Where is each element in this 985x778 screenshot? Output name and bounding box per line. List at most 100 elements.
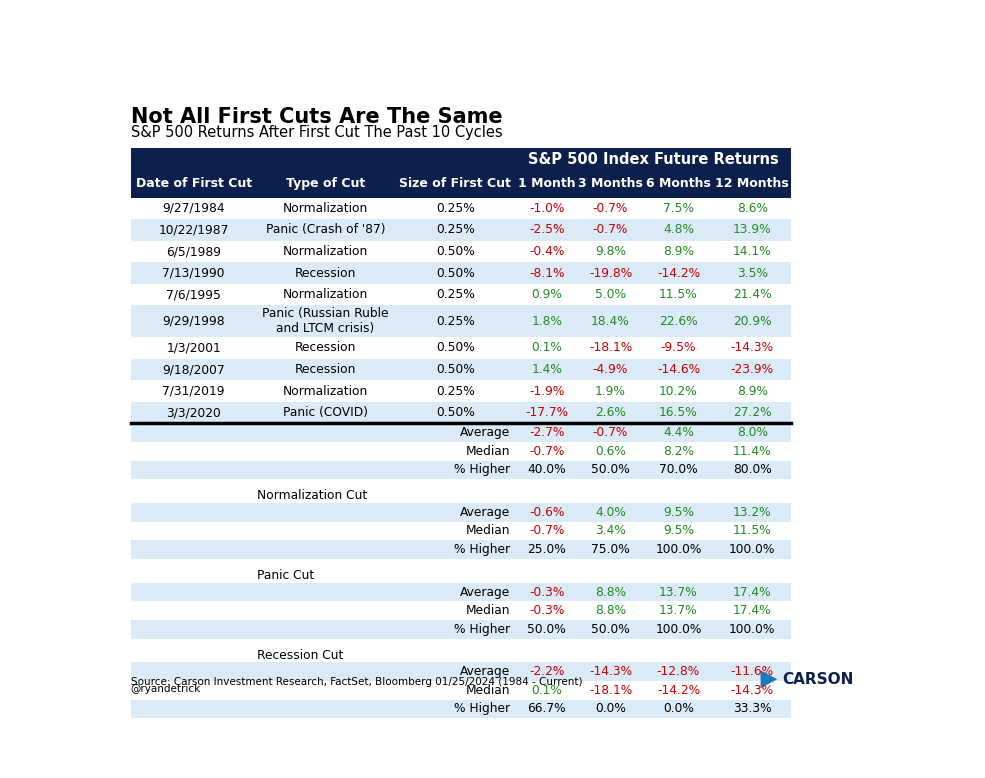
Text: 2.6%: 2.6% (595, 406, 626, 419)
Text: -11.6%: -11.6% (731, 665, 773, 678)
Bar (131, 284, 791, 306)
Text: S&P 500 Returns After First Cut The Past 10 Cycles: S&P 500 Returns After First Cut The Past… (131, 124, 502, 139)
Text: -2.5%: -2.5% (529, 223, 564, 237)
Text: -1.0%: -1.0% (529, 202, 564, 215)
Text: -0.7%: -0.7% (593, 426, 628, 440)
Text: 100.0%: 100.0% (729, 622, 775, 636)
Text: 100.0%: 100.0% (655, 622, 701, 636)
Text: -14.2%: -14.2% (657, 267, 700, 279)
Text: 0.1%: 0.1% (531, 684, 562, 697)
Text: 21.4%: 21.4% (733, 288, 771, 301)
Text: 13.9%: 13.9% (733, 223, 771, 237)
Text: % Higher: % Higher (454, 543, 510, 556)
Text: 9/29/1998: 9/29/1998 (163, 315, 225, 328)
Text: 9.5%: 9.5% (663, 506, 694, 519)
Text: 0.50%: 0.50% (435, 406, 475, 419)
Text: 8.8%: 8.8% (595, 605, 626, 617)
Text: Panic (Russian Ruble
and LTCM crisis): Panic (Russian Ruble and LTCM crisis) (262, 307, 389, 335)
Text: 4.0%: 4.0% (595, 506, 626, 519)
Text: -0.4%: -0.4% (529, 245, 564, 258)
Bar (131, 681, 791, 699)
Bar (131, 306, 791, 337)
Text: -0.7%: -0.7% (593, 223, 628, 237)
Text: 33.3%: 33.3% (733, 703, 771, 716)
Text: 4.4%: 4.4% (663, 426, 693, 440)
Text: 9.5%: 9.5% (663, 524, 694, 538)
Text: CARSON: CARSON (782, 671, 853, 687)
Text: -9.5%: -9.5% (661, 342, 696, 355)
Text: 50.0%: 50.0% (527, 622, 566, 636)
Bar (131, 583, 791, 601)
Text: Median: Median (466, 445, 510, 457)
Text: Median: Median (466, 524, 510, 538)
Text: 17.4%: 17.4% (733, 586, 771, 598)
Text: 0.25%: 0.25% (435, 384, 475, 398)
Bar (131, 601, 791, 620)
Text: % Higher: % Higher (454, 464, 510, 476)
Text: 100.0%: 100.0% (729, 543, 775, 556)
Text: -0.7%: -0.7% (529, 445, 564, 457)
Text: 0.50%: 0.50% (435, 363, 475, 376)
Text: Average: Average (460, 426, 510, 440)
Text: 0.25%: 0.25% (435, 223, 475, 237)
Bar (131, 522, 791, 540)
Bar (131, 423, 791, 442)
Bar (131, 359, 791, 380)
Text: Recession Cut: Recession Cut (257, 649, 343, 662)
Text: 27.2%: 27.2% (733, 406, 771, 419)
Bar (131, 442, 791, 461)
Text: 8.0%: 8.0% (737, 426, 767, 440)
Text: 8.2%: 8.2% (663, 445, 694, 457)
Text: -12.8%: -12.8% (657, 665, 700, 678)
Text: Recession: Recession (295, 363, 357, 376)
Text: % Higher: % Higher (454, 703, 510, 716)
Bar (131, 219, 791, 240)
Text: -14.3%: -14.3% (731, 342, 773, 355)
Text: Recession: Recession (295, 267, 357, 279)
Text: -1.9%: -1.9% (529, 384, 564, 398)
Text: 10/22/1987: 10/22/1987 (159, 223, 229, 237)
Text: -0.7%: -0.7% (593, 202, 628, 215)
Text: -14.3%: -14.3% (731, 684, 773, 697)
Bar (131, 240, 791, 262)
Bar (131, 569, 791, 583)
Text: 1 Month: 1 Month (518, 177, 575, 191)
Text: 3.5%: 3.5% (737, 267, 767, 279)
Text: Average: Average (460, 665, 510, 678)
Text: 9.8%: 9.8% (595, 245, 626, 258)
Text: 80.0%: 80.0% (733, 464, 771, 476)
Text: 8.9%: 8.9% (737, 384, 767, 398)
Text: 13.2%: 13.2% (733, 506, 771, 519)
Text: -0.3%: -0.3% (529, 586, 564, 598)
Text: 1.8%: 1.8% (531, 315, 562, 328)
Text: 13.7%: 13.7% (659, 605, 697, 617)
Text: 9/27/1984: 9/27/1984 (163, 202, 225, 215)
Text: 14.1%: 14.1% (733, 245, 771, 258)
Text: Not All First Cuts Are The Same: Not All First Cuts Are The Same (131, 107, 502, 127)
Bar (131, 402, 791, 423)
Text: 7/13/1990: 7/13/1990 (163, 267, 225, 279)
Text: 40.0%: 40.0% (528, 464, 566, 476)
Bar (131, 489, 791, 503)
Text: 25.0%: 25.0% (527, 543, 566, 556)
Text: 4.8%: 4.8% (663, 223, 694, 237)
Text: 10.2%: 10.2% (659, 384, 697, 398)
Text: 0.0%: 0.0% (595, 703, 626, 716)
Text: 0.50%: 0.50% (435, 267, 475, 279)
Polygon shape (760, 671, 777, 689)
Text: Average: Average (460, 586, 510, 598)
Text: 16.5%: 16.5% (659, 406, 697, 419)
Bar (131, 149, 791, 170)
Text: 100.0%: 100.0% (655, 543, 701, 556)
Text: 0.25%: 0.25% (435, 202, 475, 215)
Text: 0.0%: 0.0% (663, 703, 693, 716)
Text: S&P 500 Index Future Returns: S&P 500 Index Future Returns (528, 152, 779, 166)
Text: 7.5%: 7.5% (663, 202, 694, 215)
Text: 8.8%: 8.8% (595, 586, 626, 598)
Text: 50.0%: 50.0% (591, 464, 630, 476)
Text: Median: Median (466, 605, 510, 617)
Text: 20.9%: 20.9% (733, 315, 771, 328)
Text: 0.9%: 0.9% (531, 288, 562, 301)
Text: 70.0%: 70.0% (659, 464, 697, 476)
Text: 75.0%: 75.0% (591, 543, 630, 556)
